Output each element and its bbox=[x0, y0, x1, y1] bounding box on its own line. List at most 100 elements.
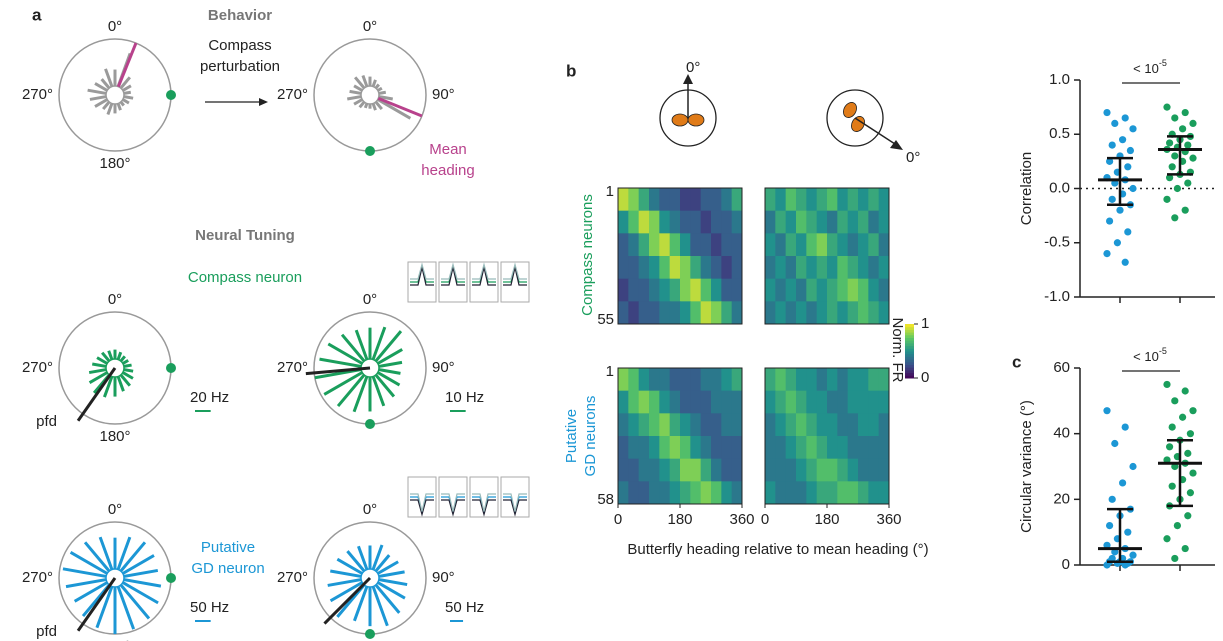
heat-cell bbox=[837, 211, 848, 234]
heat-cell bbox=[806, 233, 817, 256]
heat-cell bbox=[680, 211, 691, 234]
scale-label: 50 Hz bbox=[445, 599, 484, 616]
heat-cell bbox=[659, 301, 670, 324]
heat-cell bbox=[618, 459, 629, 482]
heat-cell bbox=[639, 413, 650, 436]
heat-cell bbox=[806, 301, 817, 324]
heat-cell bbox=[817, 301, 828, 324]
data-point bbox=[1124, 228, 1131, 235]
heat-cell bbox=[775, 279, 786, 302]
y-tick-label: 20 bbox=[1053, 490, 1070, 507]
heat-cell bbox=[701, 436, 712, 459]
heat-cell bbox=[711, 459, 722, 482]
angle-label: 270° bbox=[22, 86, 53, 103]
heat-cell bbox=[806, 368, 817, 391]
heat-cell bbox=[711, 233, 722, 256]
mean-label: Mean bbox=[429, 141, 467, 158]
heat-cell bbox=[721, 368, 732, 391]
heat-cell bbox=[817, 211, 828, 234]
section-title: Neural Tuning bbox=[195, 227, 295, 244]
y-tick-label: 0.0 bbox=[1049, 179, 1070, 196]
heat-cell bbox=[868, 481, 879, 504]
angle-label: 270° bbox=[277, 359, 308, 376]
heat-cell bbox=[775, 436, 786, 459]
heat-cell bbox=[628, 256, 639, 279]
heat-cell bbox=[690, 279, 701, 302]
data-point bbox=[1189, 469, 1196, 476]
heat-cell bbox=[680, 413, 691, 436]
heat-cell bbox=[659, 481, 670, 504]
polar-bar bbox=[90, 97, 106, 100]
angle-label: 270° bbox=[277, 569, 308, 586]
heat-cell bbox=[618, 301, 629, 324]
heat-cell bbox=[639, 233, 650, 256]
heat-cell bbox=[868, 233, 879, 256]
heat-cell bbox=[628, 436, 639, 459]
y-axis-label: Putative bbox=[563, 409, 580, 463]
heat-cell bbox=[796, 436, 807, 459]
heat-cell bbox=[868, 368, 879, 391]
panel-label: b bbox=[566, 61, 576, 80]
heat-cell bbox=[858, 481, 869, 504]
heat-cell bbox=[858, 279, 869, 302]
polar-hole bbox=[361, 86, 379, 104]
angle-label: 0° bbox=[108, 501, 122, 518]
y-tick-label: 0.5 bbox=[1049, 125, 1070, 142]
data-point bbox=[1179, 414, 1186, 421]
heat-cell bbox=[837, 436, 848, 459]
heat-cell bbox=[858, 391, 869, 414]
y-tick-label: 40 bbox=[1053, 425, 1070, 442]
heat-cell bbox=[690, 211, 701, 234]
heat-cell bbox=[628, 481, 639, 504]
heat-cell bbox=[837, 481, 848, 504]
data-point bbox=[1163, 196, 1170, 203]
heat-cell bbox=[796, 391, 807, 414]
heat-cell bbox=[628, 279, 639, 302]
data-point bbox=[1124, 529, 1131, 536]
data-point bbox=[1124, 163, 1131, 170]
heat-cell bbox=[639, 368, 650, 391]
heat-cell bbox=[786, 279, 797, 302]
heat-cell bbox=[827, 301, 838, 324]
heat-cell bbox=[848, 481, 859, 504]
heat-cell bbox=[701, 459, 712, 482]
polar-bar bbox=[347, 97, 361, 99]
polar-bar bbox=[379, 572, 405, 577]
data-point bbox=[1184, 450, 1191, 457]
p-value-base: < 10 bbox=[1133, 61, 1159, 76]
heat-cell bbox=[701, 368, 712, 391]
neuron-title: Compass neuron bbox=[188, 269, 302, 286]
heat-cell bbox=[690, 256, 701, 279]
heat-cell bbox=[848, 368, 859, 391]
heat-cell bbox=[858, 233, 869, 256]
heat-cell bbox=[732, 279, 743, 302]
heat-cell bbox=[690, 391, 701, 414]
data-point bbox=[1171, 397, 1178, 404]
heat-cell bbox=[628, 413, 639, 436]
pfd-line bbox=[78, 578, 115, 631]
heat-cell bbox=[879, 211, 890, 234]
figure: a Behavior Compass perturbation Mean hea… bbox=[0, 0, 1223, 641]
heat-cell bbox=[848, 301, 859, 324]
data-point bbox=[1111, 440, 1118, 447]
heat-cell bbox=[848, 256, 859, 279]
data-point bbox=[1171, 114, 1178, 121]
heat-cell bbox=[721, 459, 732, 482]
data-point bbox=[1129, 185, 1136, 192]
heat-cell bbox=[732, 368, 743, 391]
pfd-label: pfd bbox=[36, 413, 57, 430]
heat-cell bbox=[848, 459, 859, 482]
data-point bbox=[1169, 483, 1176, 490]
polar-hole bbox=[106, 86, 124, 104]
heat-cell bbox=[618, 436, 629, 459]
heat-cell bbox=[786, 368, 797, 391]
heat-cell bbox=[765, 188, 776, 211]
heat-cell bbox=[628, 459, 639, 482]
heat-cell bbox=[649, 391, 660, 414]
heat-cell bbox=[618, 211, 629, 234]
compass-dot bbox=[365, 419, 375, 429]
heat-cell bbox=[659, 413, 670, 436]
arrow-label: Compass bbox=[208, 37, 271, 54]
y-tick-label: 1 bbox=[606, 183, 614, 200]
heat-cell bbox=[868, 301, 879, 324]
